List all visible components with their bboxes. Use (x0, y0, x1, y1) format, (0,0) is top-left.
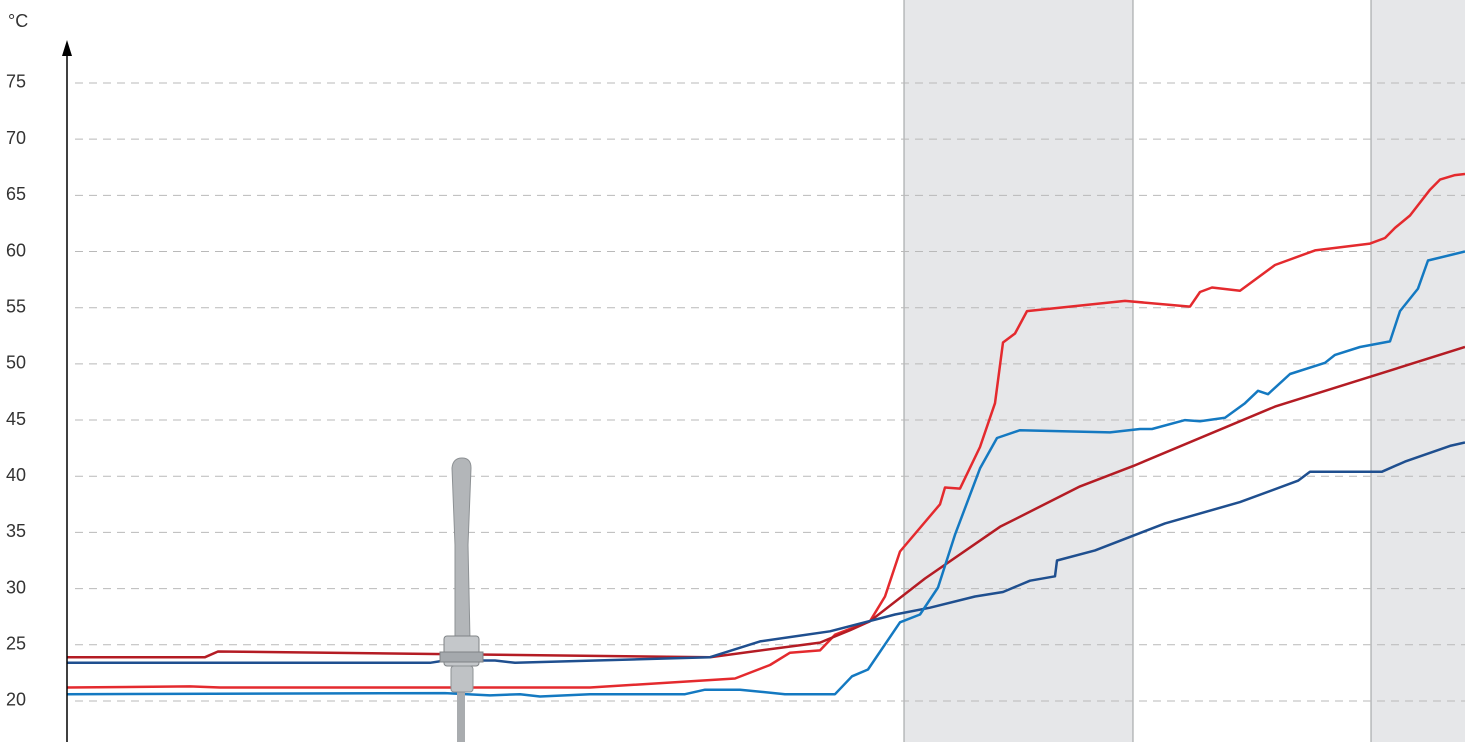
shaded-band (904, 0, 1133, 742)
y-tick-label: 45 (6, 409, 26, 429)
y-axis-arrow (62, 40, 72, 56)
y-axis-unit: °C (8, 11, 28, 31)
y-tick-label: 70 (6, 128, 26, 148)
y-tick-label: 30 (6, 577, 26, 597)
y-tick-label: 40 (6, 465, 26, 485)
y-tick-label: 25 (6, 634, 26, 654)
y-tick-label: 75 (6, 72, 26, 92)
y-tick-label: 55 (6, 296, 26, 316)
series-line (67, 443, 1465, 663)
y-tick-label: 20 (6, 690, 26, 710)
bands (904, 0, 1465, 742)
y-tick-label: 35 (6, 521, 26, 541)
probe-illustration (440, 458, 483, 742)
y-tick-label: 65 (6, 184, 26, 204)
lines (67, 174, 1465, 697)
series-line (67, 252, 1465, 697)
y-tick-label: 60 (6, 240, 26, 260)
chart: °C 20 25 30 35 40 45 50 55 60 65 70 75 (0, 0, 1465, 742)
y-tick-label: 50 (6, 353, 26, 373)
